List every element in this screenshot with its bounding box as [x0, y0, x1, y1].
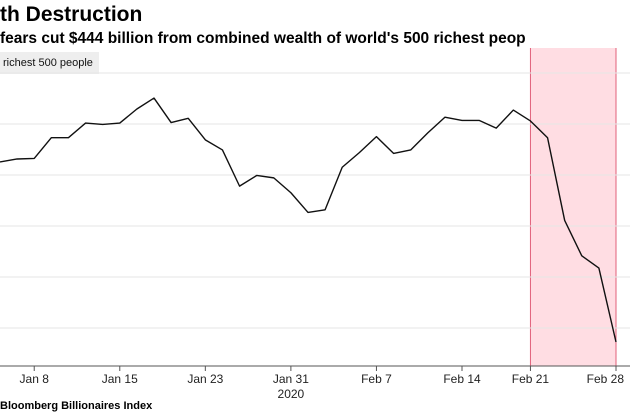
line-layer: [0, 97, 617, 343]
x-tick-label: Feb 7: [361, 372, 392, 386]
x-axis: Jan 8 Jan 15 Jan 23 Jan 31 Feb 7 Feb 14 Feb 21…: [0, 365, 630, 400]
x-tick-label: Feb 28: [587, 372, 625, 386]
x-tick-label: Feb 21: [512, 372, 550, 386]
x-tick-label: Jan 31: [273, 372, 309, 386]
x-year-label: 2020: [278, 387, 305, 400]
x-tick-label: Jan 15: [102, 372, 138, 386]
highlight-layer: [529, 48, 617, 366]
source-note: Bloomberg Billionaires Index: [0, 400, 153, 412]
series-line-richest-500: [0, 97, 617, 343]
x-tick-label: Jan 8: [20, 372, 50, 386]
highlight-band: [530, 48, 616, 366]
line-chart: Jan 8 Jan 15 Jan 23 Jan 31 Feb 7 Feb 14 Feb 21…: [0, 48, 630, 400]
legend-label: richest 500 people: [3, 57, 93, 69]
x-tick-label: Feb 14: [443, 372, 481, 386]
chart-title: th Destruction: [0, 3, 143, 26]
x-tick-label: Jan 23: [187, 372, 223, 386]
chart-subtitle: fears cut $444 billion from combined wea…: [0, 30, 526, 47]
legend: richest 500 people: [0, 52, 99, 74]
